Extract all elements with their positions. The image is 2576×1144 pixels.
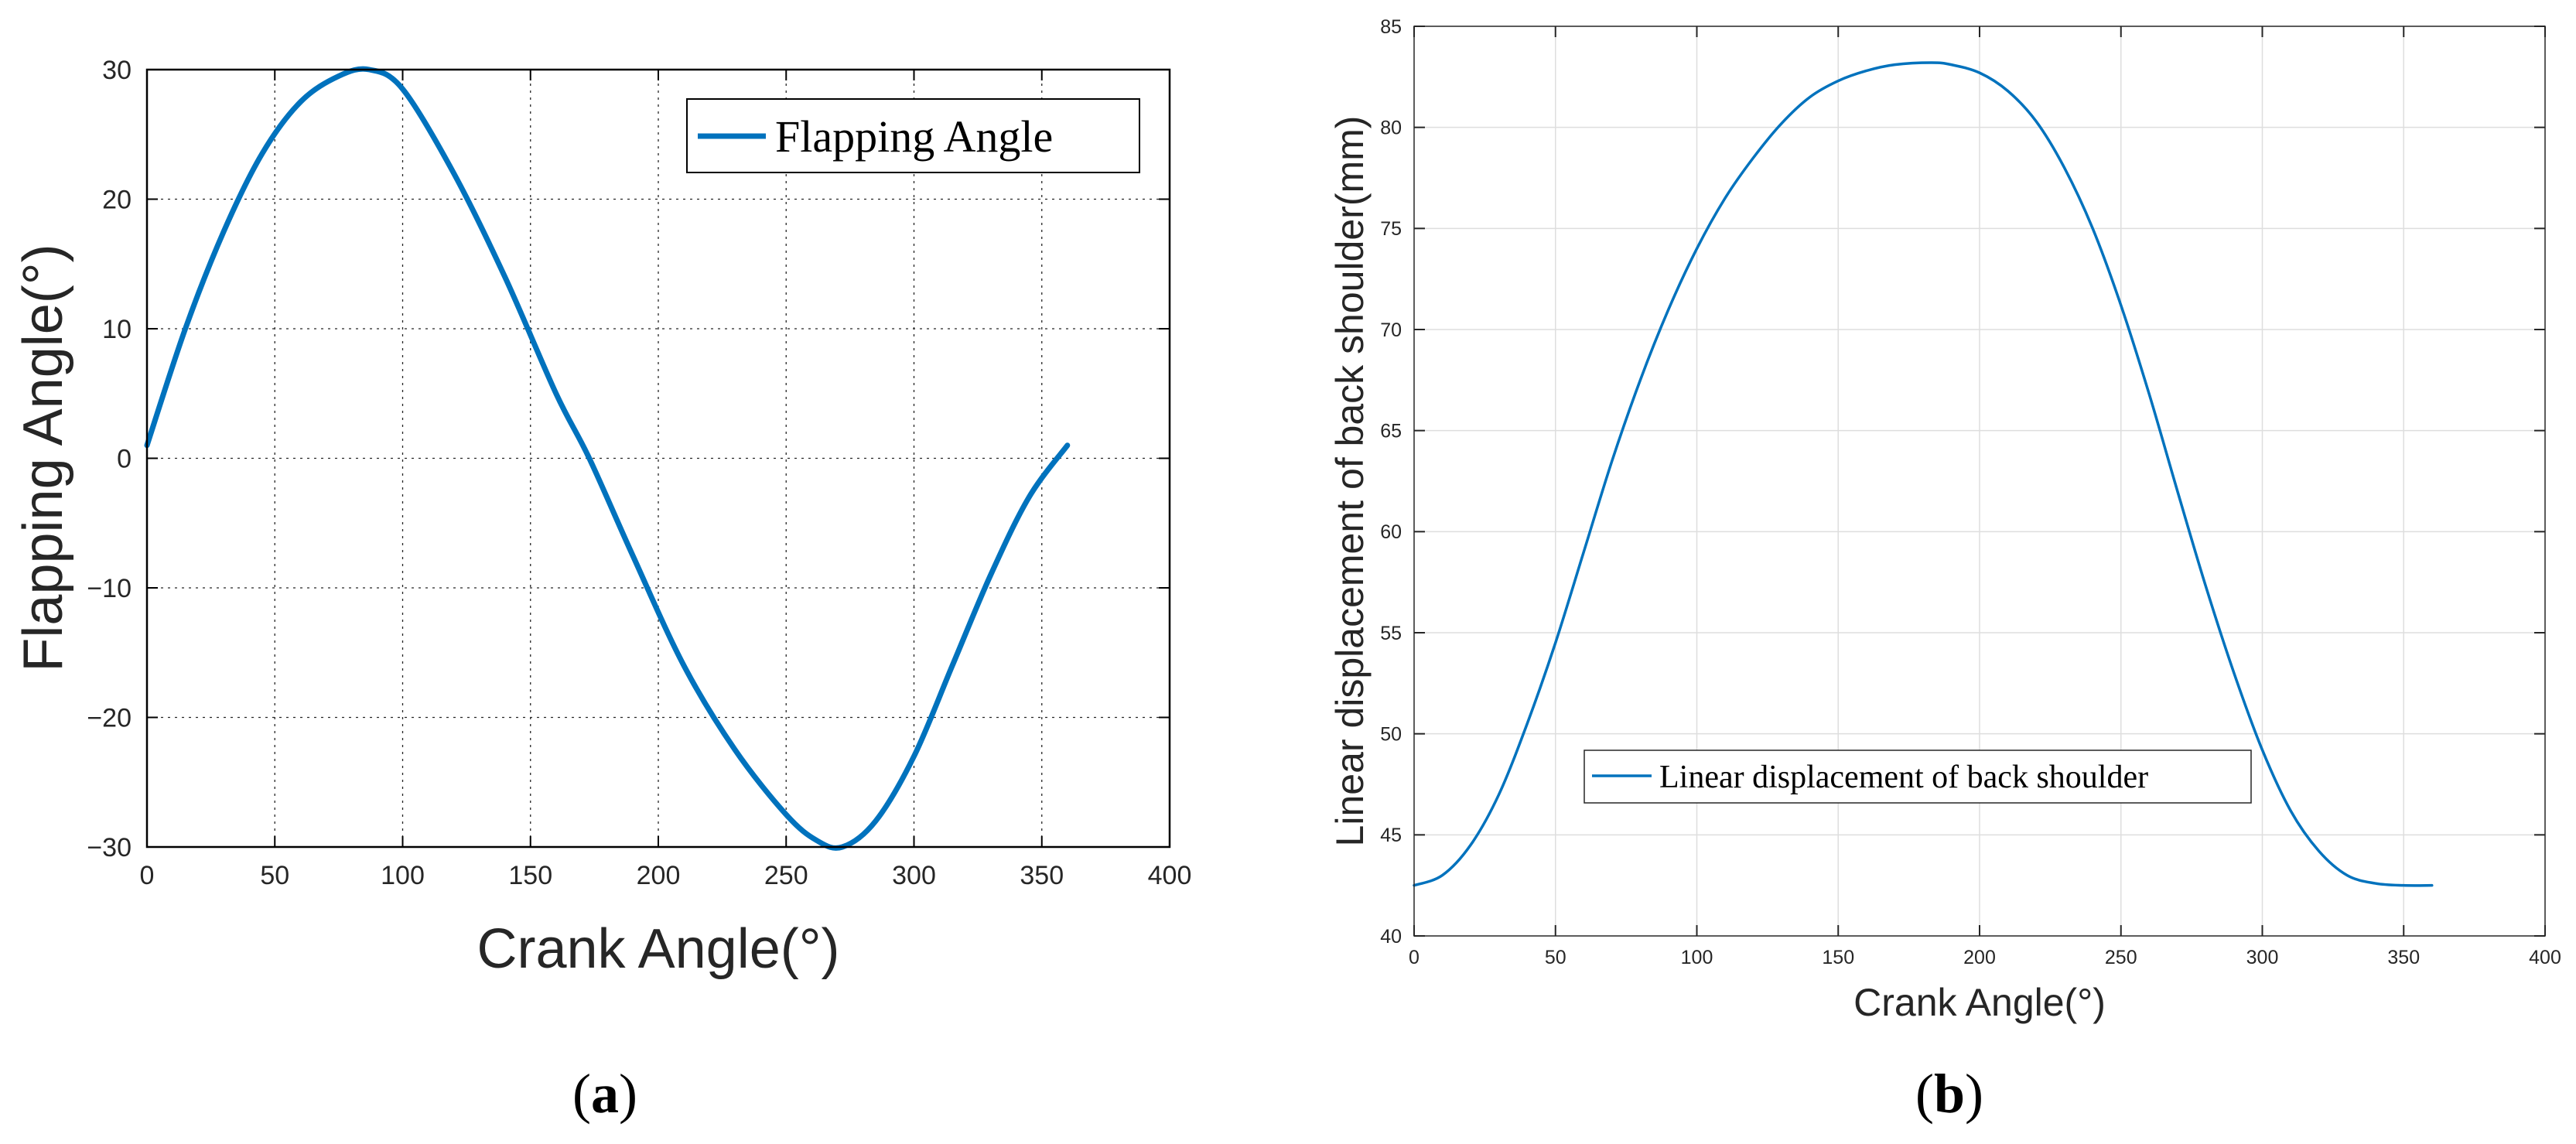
y-tick-label-b: 65 bbox=[1380, 420, 1402, 442]
x-tick-label-a: 100 bbox=[381, 861, 425, 890]
x-tick-label-b: 250 bbox=[2105, 947, 2137, 968]
y-axis-label-b: Linear displacement of back shoulder(mm) bbox=[1328, 116, 1372, 847]
y-tick-label-a: 30 bbox=[102, 56, 132, 85]
series-a bbox=[144, 66, 1071, 851]
y-tick-label-b: 70 bbox=[1380, 319, 1402, 341]
y-axis-label-a: Flapping Angle(°) bbox=[12, 244, 74, 671]
y-tick-label-b: 60 bbox=[1380, 521, 1402, 543]
x-tick-label-a: 50 bbox=[260, 861, 289, 890]
legend-label-a: Flapping Angle bbox=[775, 111, 1053, 162]
ticks-a: 0 50 100 150 200 250 300 350 400 −30 −20 −10 0 10 20 30 bbox=[87, 56, 1191, 890]
legend-b: Linear displacement of back shoulder bbox=[1584, 750, 2252, 804]
x-tick-label-b: 350 bbox=[2387, 947, 2420, 968]
series-line-a-0 bbox=[144, 66, 1071, 851]
x-tick-label-a: 400 bbox=[1148, 861, 1192, 890]
panel-label-b: (b) bbox=[1915, 1063, 1983, 1125]
series-line-b-0 bbox=[1413, 61, 2434, 887]
panel-letter-b: b bbox=[1934, 1063, 1965, 1125]
panel-a: 0 50 100 150 200 250 300 350 400 −30 −20 −10 0 10 20 30… bbox=[12, 56, 1191, 1125]
x-tick-label-b: 300 bbox=[2246, 947, 2279, 968]
y-tick-label-a: −10 bbox=[87, 574, 132, 603]
legend-label-b: Linear displacement of back shoulder bbox=[1659, 760, 2148, 795]
x-axis-label-b: Crank Angle(°) bbox=[1853, 981, 2106, 1024]
x-tick-label-b: 50 bbox=[1545, 947, 1566, 968]
legend-box-b bbox=[1584, 750, 2252, 804]
legend-a: Flapping Angle bbox=[686, 98, 1140, 173]
y-tick-label-b: 85 bbox=[1380, 16, 1402, 38]
y-tick-label-a: −30 bbox=[87, 833, 132, 862]
series-b bbox=[1413, 61, 2434, 887]
x-tick-label-b: 200 bbox=[1963, 947, 1996, 968]
x-tick-label-a: 300 bbox=[892, 861, 936, 890]
panel-letter-a: a bbox=[591, 1063, 619, 1125]
x-tick-label-a: 0 bbox=[140, 861, 155, 890]
y-tick-label-b: 80 bbox=[1380, 117, 1402, 138]
y-tick-label-b: 50 bbox=[1380, 723, 1402, 745]
y-tick-label-a: 10 bbox=[102, 315, 132, 344]
x-tick-label-a: 250 bbox=[764, 861, 808, 890]
y-tick-label-a: 0 bbox=[117, 444, 132, 473]
y-tick-label-a: −20 bbox=[87, 703, 132, 733]
x-tick-label-b: 150 bbox=[1822, 947, 1854, 968]
y-tick-label-b: 55 bbox=[1380, 623, 1402, 644]
axes-box-a bbox=[145, 68, 1171, 849]
x-tick-label-a: 350 bbox=[1020, 861, 1064, 890]
axes-box-b bbox=[1413, 26, 2546, 937]
y-tick-label-a: 20 bbox=[102, 185, 132, 214]
x-tick-label-a: 150 bbox=[508, 861, 552, 890]
grid-a bbox=[147, 70, 1170, 847]
panel-b: 0 50 100 150 200 250 300 350 400 40 45 50 55 60 65 70 75… bbox=[1328, 16, 2561, 1125]
x-tick-label-b: 100 bbox=[1681, 947, 1713, 968]
y-tick-label-b: 45 bbox=[1380, 825, 1402, 846]
x-tick-label-a: 200 bbox=[637, 861, 681, 890]
x-axis-label-a: Crank Angle(°) bbox=[477, 918, 840, 980]
y-tick-label-b: 40 bbox=[1380, 926, 1402, 948]
panel-label-a: (a) bbox=[572, 1063, 637, 1125]
x-tick-label-b: 400 bbox=[2529, 947, 2561, 968]
x-tick-label-b: 0 bbox=[1409, 947, 1420, 968]
y-tick-label-b: 75 bbox=[1380, 218, 1402, 240]
